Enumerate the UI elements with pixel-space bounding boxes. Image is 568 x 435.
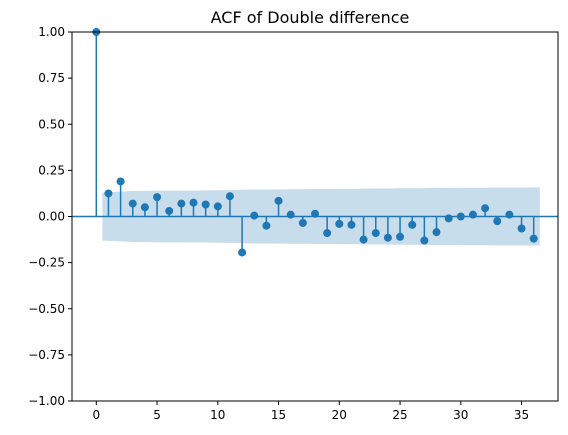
- acf-marker-lag-35: [517, 224, 526, 233]
- x-tick-layer: 0 5 10 15 20 25 30 35: [92, 401, 529, 422]
- acf-marker-lag-28: [432, 228, 441, 237]
- acf-marker-lag-32: [481, 204, 490, 213]
- acf-marker-lag-1: [104, 189, 113, 198]
- acf-marker-lag-22: [359, 235, 368, 244]
- acf-marker-lag-25: [396, 232, 405, 241]
- acf-marker-lag-15: [274, 196, 283, 205]
- acf-marker-lag-14: [262, 221, 271, 230]
- acf-marker-lag-36: [529, 234, 538, 243]
- x-tick-label-35: 35: [514, 408, 529, 422]
- acf-marker-lag-2: [116, 177, 125, 186]
- x-tick-label-30: 30: [453, 408, 468, 422]
- acf-marker-lag-34: [505, 210, 514, 219]
- y-tick-label-5: −0.25: [28, 256, 65, 270]
- acf-marker-lag-19: [323, 229, 332, 238]
- acf-marker-lag-16: [286, 210, 295, 219]
- acf-marker-lag-11: [225, 192, 234, 201]
- acf-marker-lag-23: [371, 229, 380, 238]
- y-tick-label-2: 0.50: [38, 117, 65, 131]
- y-tick-label-0: 1.00: [38, 25, 65, 39]
- x-tick-label-20: 20: [332, 408, 347, 422]
- acf-marker-lag-30: [456, 212, 465, 221]
- y-tick-label-3: 0.25: [38, 163, 65, 177]
- acf-marker-lag-20: [335, 219, 344, 228]
- acf-marker-lag-13: [250, 211, 259, 220]
- chart-title: ACF of Double difference: [211, 8, 410, 27]
- acf-marker-lag-24: [383, 233, 392, 242]
- acf-marker-lag-17: [298, 218, 307, 227]
- x-tick-label-10: 10: [210, 408, 225, 422]
- y-tick-layer: 1.00 0.75 0.50 0.25 0.00 −0.25 −0.50 −0.75 −1.00: [28, 25, 72, 408]
- acf-marker-lag-33: [493, 217, 502, 226]
- x-tick-label-15: 15: [271, 408, 286, 422]
- y-tick-label-6: −0.50: [28, 302, 65, 316]
- y-tick-label-4: 0.00: [38, 210, 65, 224]
- acf-marker-lag-12: [238, 248, 247, 257]
- acf-marker-lag-9: [201, 200, 210, 209]
- acf-marker-lag-6: [165, 206, 174, 215]
- y-tick-label-7: −0.75: [28, 348, 65, 362]
- acf-marker-lag-5: [153, 193, 162, 202]
- acf-marker-lag-3: [128, 199, 137, 208]
- x-tick-label-0: 0: [92, 408, 100, 422]
- acf-marker-lag-21: [347, 220, 356, 229]
- acf-marker-lag-26: [408, 220, 417, 229]
- acf-marker-lag-29: [444, 214, 453, 223]
- acf-marker-lag-8: [189, 198, 198, 207]
- acf-marker-lag-7: [177, 199, 186, 208]
- y-tick-label-1: 0.75: [38, 71, 65, 85]
- acf-marker-lag-31: [468, 210, 477, 219]
- y-tick-label-8: −1.00: [28, 394, 65, 408]
- acf-marker-lag-10: [213, 202, 222, 211]
- acf-marker-lag-18: [311, 209, 319, 218]
- x-tick-label-25: 25: [392, 408, 407, 422]
- acf-marker-lag-4: [140, 203, 149, 212]
- x-tick-label-5: 5: [153, 408, 161, 422]
- acf-marker-lag-27: [420, 236, 429, 245]
